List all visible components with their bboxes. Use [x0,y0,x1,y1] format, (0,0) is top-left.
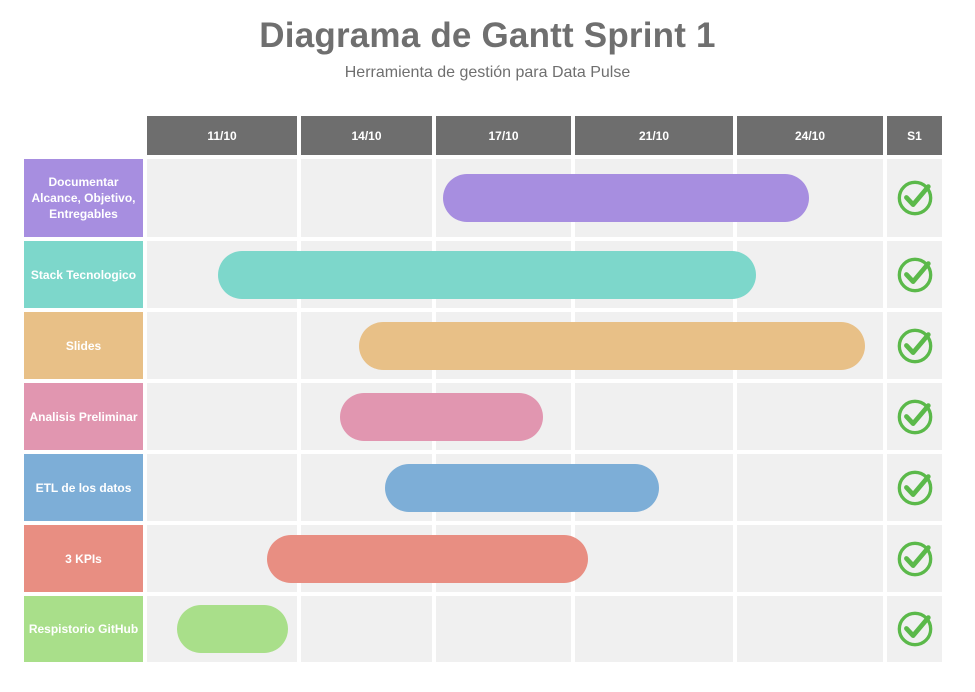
timeline-cell [436,596,571,662]
status-cell [887,312,942,379]
status-cell [887,383,942,450]
gantt-grid: 11/10 14/10 17/10 21/10 24/10 S1 Documentar Al… [24,116,942,662]
check-circle-icon [897,399,932,434]
gantt-bar [358,321,866,370]
timeline-cell [737,241,883,308]
header-corner [24,116,143,155]
timeline-cell [575,525,733,592]
timeline-cell [147,383,297,450]
date-header-4: 21/10 [575,116,733,155]
check-circle-icon [897,470,932,505]
check-circle-icon [897,328,932,363]
task-label: Analisis Preliminar [24,383,143,450]
check-circle-icon [897,611,932,647]
timeline-cell [147,454,297,521]
status-cell [887,525,942,592]
timeline-cell [575,596,733,662]
gantt-bar [267,534,588,583]
task-label: Slides [24,312,143,379]
gantt-bar [384,463,659,512]
task-label: 3 KPIs [24,525,143,592]
chart-title: Diagrama de Gantt Sprint 1 [259,16,716,55]
status-cell [887,159,942,237]
chart-subtitle: Herramienta de gestión para Data Pulse [344,64,631,81]
task-label: Documentar Alcance, Objetivo, Entregable… [24,159,143,237]
task-label: Stack Tecnologico [24,241,143,308]
date-header-1: 11/10 [147,116,297,155]
status-cell [887,454,942,521]
status-cell [887,596,942,662]
timeline-cell [737,596,883,662]
check-circle-icon [897,541,932,576]
timeline-cell [575,383,733,450]
timeline-cell [737,525,883,592]
timeline-cell [147,159,297,237]
timeline-cell [737,383,883,450]
date-header-3: 17/10 [436,116,571,155]
date-header-2: 14/10 [301,116,432,155]
check-circle-icon [897,180,932,216]
timeline-cell [301,159,432,237]
gantt-bar [217,250,756,299]
status-cell [887,241,942,308]
task-label: ETL de los datos [24,454,143,521]
check-circle-icon [897,257,932,292]
gantt-bar [442,174,809,222]
gantt-bar [340,392,543,441]
timeline-cell [147,312,297,379]
timeline-cell [301,596,432,662]
timeline-cell [737,454,883,521]
task-label: Respistorio GitHub [24,596,143,662]
date-header-5: 24/10 [737,116,883,155]
gantt-bar [177,605,288,653]
status-header: S1 [887,116,942,155]
